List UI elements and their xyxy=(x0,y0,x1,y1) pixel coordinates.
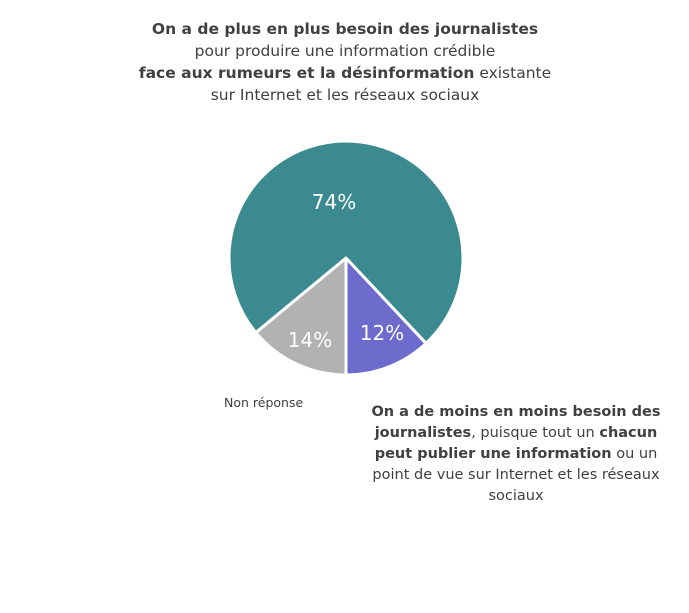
slice-non-reponse xyxy=(254,256,348,377)
title-line-3-rest: existante xyxy=(474,64,552,82)
title-line-3-bold: face aux rumeurs et la désinformation xyxy=(138,64,475,82)
slice-label-moins: 12% xyxy=(359,321,405,345)
title-line-1: On a de plus en plus besoin des journali… xyxy=(151,20,539,38)
title-line-2: pour produire une information crédible xyxy=(194,42,496,60)
moins-label-bold-3: chacun peut publier une information xyxy=(374,425,658,462)
moins-label-text-2: , puisque tout un xyxy=(471,425,600,441)
slice-label-plus: 74% xyxy=(311,190,357,214)
slice-plus xyxy=(227,139,465,345)
moins-label-bold-1: On a de moins en moins besoin des journa… xyxy=(371,404,661,441)
chart-title: On a de plus en plus besoin des journali… xyxy=(100,18,590,106)
moins-label-text-4: ou un point de vue sur Internet et les r… xyxy=(372,446,660,504)
moins-label: On a de moins en moins besoin des journa… xyxy=(366,402,666,507)
title-line-4: sur Internet et les réseaux sociaux xyxy=(210,86,480,104)
slice-label-non-reponse: 14% xyxy=(287,328,333,352)
non-reponse-label: Non réponse xyxy=(224,395,304,410)
slice-moins xyxy=(344,256,428,377)
